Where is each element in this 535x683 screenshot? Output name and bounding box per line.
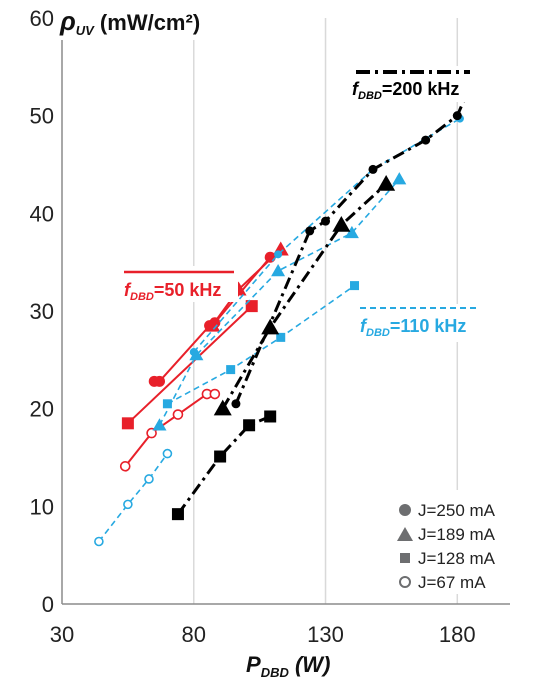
legend: J=250 mA J=189 mA J=128 mA J=67 mA — [392, 490, 524, 594]
legend-marker-open-circle — [399, 576, 411, 588]
y-tick-label: 60 — [30, 6, 54, 31]
frequency-label-110-text: fDBD=110 kHz — [360, 316, 466, 339]
legend-marker-square — [400, 553, 410, 563]
data-point — [171, 508, 184, 521]
data-point — [231, 399, 241, 409]
series-line — [98, 453, 169, 542]
series-line — [176, 415, 271, 516]
data-point — [146, 427, 157, 439]
data-point — [274, 250, 283, 259]
legend-item-128: J=128 mA — [400, 549, 496, 568]
y-axis-title: ρUV (mW/cm²) — [59, 6, 200, 38]
data-point — [189, 347, 204, 361]
data-point — [452, 111, 462, 121]
data-point — [226, 365, 236, 375]
series-layer — [94, 86, 473, 547]
series-f200-triangle — [213, 175, 396, 416]
data-point — [368, 164, 378, 174]
series-line — [221, 182, 388, 410]
data-point — [204, 317, 221, 332]
data-point — [421, 135, 431, 145]
series-f200-square — [171, 410, 277, 521]
series-f110-square — [162, 281, 360, 409]
y-axis-title-sub: UV — [76, 23, 95, 38]
y-axis-title-unit: (mW/cm²) — [94, 10, 200, 35]
x-tick-label: 30 — [50, 622, 74, 647]
tick-labels: 0 10 20 30 40 50 60 30 80 130 180 — [30, 6, 476, 647]
data-point — [214, 450, 227, 463]
y-tick-label: 10 — [30, 494, 54, 519]
x-tick-label: 80 — [182, 622, 206, 647]
legend-marker-circle — [399, 504, 411, 516]
legend-label-128: J=128 mA — [418, 549, 496, 568]
data-point — [261, 318, 280, 335]
x-tick-label: 130 — [307, 622, 344, 647]
x-axis-title-sub: DBD — [261, 665, 290, 680]
data-point — [243, 419, 256, 432]
data-point — [162, 399, 172, 409]
series-f110-triangle — [152, 172, 407, 431]
data-point — [392, 172, 407, 185]
data-point — [121, 417, 134, 430]
series-f50-open-circle — [119, 388, 221, 472]
x-tick-label: 180 — [439, 622, 476, 647]
series-line — [234, 90, 470, 405]
data-point — [172, 409, 184, 420]
series-line — [127, 305, 253, 425]
series-line — [193, 117, 461, 353]
data-point — [344, 225, 359, 239]
legend-label-250: J=250 mA — [418, 501, 496, 520]
y-tick-label: 0 — [42, 592, 54, 617]
y-tick-label: 40 — [30, 201, 54, 226]
data-point — [94, 536, 104, 547]
legend-label-67: J=67 mA — [418, 573, 486, 592]
data-point — [123, 499, 133, 510]
data-point — [305, 226, 315, 236]
data-point — [321, 216, 331, 226]
frequency-label-110-bg — [356, 304, 482, 342]
data-point — [271, 263, 286, 277]
series-f50-square — [121, 300, 258, 430]
y-axis-title-main: ρ — [59, 6, 76, 36]
data-point — [162, 448, 173, 459]
data-point — [245, 300, 258, 313]
y-title-bg — [55, 2, 225, 40]
frequency-label-200-text: fDBD=200 kHz — [352, 79, 459, 102]
legend-item-67: J=67 mA — [399, 573, 486, 592]
data-point — [144, 474, 154, 484]
data-point — [154, 375, 166, 387]
data-point — [209, 388, 221, 400]
data-point — [350, 281, 360, 291]
y-tick-label: 20 — [30, 397, 54, 422]
legend-item-250: J=250 mA — [399, 501, 496, 520]
data-point — [119, 460, 131, 472]
data-point — [213, 399, 232, 416]
data-point — [377, 175, 396, 191]
series-f110-open-circle — [94, 448, 173, 547]
data-point — [332, 216, 351, 232]
series-line — [158, 178, 400, 426]
series-line — [167, 284, 355, 405]
data-point — [264, 410, 277, 423]
frequency-label-50-text: fDBD=50 kHz — [124, 280, 221, 303]
y-tick-label: 30 — [30, 299, 54, 324]
frequency-label-200: fDBD=200 kHz — [346, 66, 480, 102]
x-axis-title-main: P — [246, 652, 261, 677]
series-f200-circle — [231, 86, 473, 409]
x-axis-title: PDBD (W) — [246, 652, 330, 680]
data-point — [152, 418, 167, 431]
axes — [61, 18, 510, 605]
frequency-label-50: fDBD=50 kHz — [118, 266, 238, 303]
x-axis-title-unit: (W) — [289, 652, 331, 677]
legend-box — [392, 490, 524, 594]
legend-marker-triangle — [397, 527, 413, 541]
y-tick-label: 50 — [30, 104, 54, 129]
legend-label-189: J=189 mA — [418, 525, 496, 544]
legend-item-189: J=189 mA — [397, 525, 496, 544]
frequency-label-110: fDBD=110 kHz — [356, 304, 482, 342]
data-point — [276, 332, 286, 342]
